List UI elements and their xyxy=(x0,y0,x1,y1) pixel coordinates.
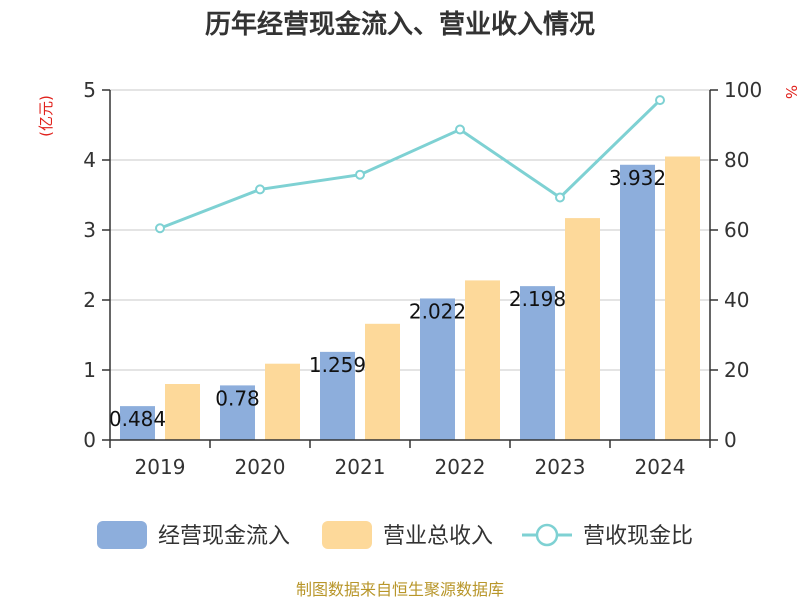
legend-swatch-revenue xyxy=(322,521,372,549)
legend-swatch-ratio-marker xyxy=(535,523,559,547)
cash-inflow-value-label: 2.198 xyxy=(509,287,566,311)
ratio-line xyxy=(155,95,665,234)
revenue-bar xyxy=(465,280,500,440)
right-tick-label: 100 xyxy=(724,78,762,102)
revenue-bar xyxy=(665,156,700,440)
legend-swatch-cash-inflow xyxy=(97,521,147,549)
left-tick-label: 0 xyxy=(83,428,96,452)
x-tick-label: 2023 xyxy=(535,455,586,479)
cash-inflow-value-label: 0.484 xyxy=(109,407,166,431)
revenue-bar xyxy=(265,363,300,440)
ratio-point xyxy=(355,169,365,180)
legend: 经营现金流入 营业总收入 营收现金比 xyxy=(97,521,693,549)
bars xyxy=(120,156,700,440)
cash-inflow-bar xyxy=(520,286,555,440)
cash-inflow-value-label: 1.259 xyxy=(309,353,366,377)
cash-inflow-value-label: 3.932 xyxy=(609,166,666,190)
revenue-bar xyxy=(365,323,400,440)
cash-inflow-bar xyxy=(620,164,655,440)
ratio-point xyxy=(255,184,265,195)
cash-inflow-value-label: 2.022 xyxy=(409,299,466,323)
left-tick-label: 5 xyxy=(83,78,96,102)
chart-title: 历年经营现金流入、营业收入情况 xyxy=(205,9,595,40)
cash-inflow-value-label: 0.78 xyxy=(215,386,260,410)
right-axis-unit: % xyxy=(782,85,800,99)
ratio-point xyxy=(455,124,465,135)
left-tick-label: 1 xyxy=(83,358,96,382)
x-tick-label: 2021 xyxy=(335,455,386,479)
ratio-line-path xyxy=(159,99,662,230)
x-tick-label: 2020 xyxy=(235,455,286,479)
legend-label-revenue: 营业总收入 xyxy=(383,524,493,549)
cash-inflow-bar xyxy=(420,298,455,440)
left-tick-label: 3 xyxy=(83,218,96,242)
left-tick-label: 4 xyxy=(83,148,96,172)
cash-inflow-bar xyxy=(220,385,255,440)
revenue-bar xyxy=(565,218,600,440)
cash-inflow-bar xyxy=(120,406,155,440)
right-tick-label: 60 xyxy=(724,218,749,242)
ratio-point xyxy=(555,192,565,203)
right-tick-label: 80 xyxy=(724,148,749,172)
ratio-point xyxy=(655,95,665,106)
legend-label-ratio: 营收现金比 xyxy=(583,524,693,549)
left-axis-unit: (亿元) xyxy=(37,95,55,137)
cash-inflow-bar xyxy=(320,351,355,440)
axes: 0 1 2 3 4 5 0 20 40 60 80 100 2019 2020 2021 2022 2023 20… xyxy=(83,78,762,479)
source-note: 制图数据来自恒生聚源数据库 xyxy=(296,580,504,599)
x-tick-label: 2022 xyxy=(435,455,486,479)
revenue-bar xyxy=(165,384,200,440)
ratio-point xyxy=(155,223,165,234)
left-tick-label: 2 xyxy=(83,288,96,312)
x-tick-label: 2019 xyxy=(135,455,186,479)
right-tick-label: 20 xyxy=(724,358,749,382)
legend-label-cash-inflow: 经营现金流入 xyxy=(158,524,290,549)
bar-labels: 0.484 0.78 1.259 2.022 2.198 3.932 xyxy=(109,166,666,431)
x-tick-label: 2024 xyxy=(635,455,686,479)
right-tick-label: 0 xyxy=(724,428,737,452)
right-tick-label: 40 xyxy=(724,288,749,312)
